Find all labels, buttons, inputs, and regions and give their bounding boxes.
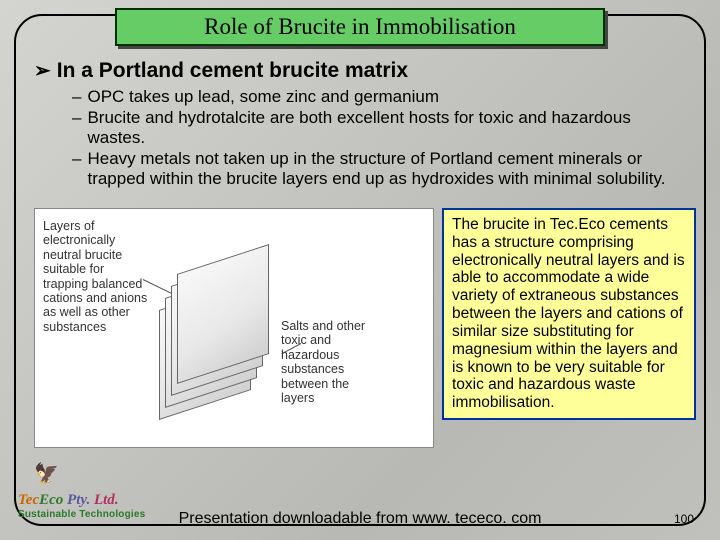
list-item: – OPC takes up lead, some zinc and germa…: [72, 87, 682, 107]
logo-part: Eco: [39, 492, 67, 508]
logo-part: Pty.: [67, 492, 94, 508]
title-box: Role of Brucite in Immobilisation: [115, 8, 605, 46]
diagram-left-label: Layers of electronically neutral brucite…: [43, 219, 151, 334]
heading-text: In a Portland cement brucite matrix: [57, 59, 408, 83]
lower-row: Layers of electronically neutral brucite…: [34, 208, 696, 448]
content-area: ➢ In a Portland cement brucite matrix – …: [34, 58, 690, 190]
dash-icon: –: [72, 87, 81, 107]
logo-part: Tec: [18, 492, 39, 508]
callout-box: The brucite in Tec.Eco cements has a str…: [442, 208, 696, 420]
arrow-icon: ➢: [34, 58, 51, 83]
bullet-text: Heavy metals not taken up in the structu…: [87, 149, 682, 189]
list-item: – Brucite and hydrotalcite are both exce…: [72, 108, 682, 148]
bullet-list: – OPC takes up lead, some zinc and germa…: [72, 87, 682, 189]
brucite-diagram: Layers of electronically neutral brucite…: [34, 208, 434, 448]
dash-icon: –: [72, 149, 81, 189]
list-item: – Heavy metals not taken up in the struc…: [72, 149, 682, 189]
page-number: 100: [674, 512, 694, 526]
bullet-text: OPC takes up lead, some zinc and germani…: [87, 87, 682, 107]
footer-text: Presentation downloadable from www. tece…: [0, 510, 720, 528]
dash-icon: –: [72, 108, 81, 148]
eagle-icon: 🦅: [34, 461, 59, 486]
bullet-text: Brucite and hydrotalcite are both excell…: [87, 108, 682, 148]
diagram-right-label: Salts and other toxic and hazardous subs…: [281, 319, 367, 405]
heading-row: ➢ In a Portland cement brucite matrix: [34, 58, 690, 83]
logo-line1: TecEco Pty. Ltd.: [18, 492, 168, 509]
logo-part: Ltd.: [94, 492, 119, 508]
layer-stack: [159, 243, 277, 413]
slide-title: Role of Brucite in Immobilisation: [204, 14, 516, 39]
